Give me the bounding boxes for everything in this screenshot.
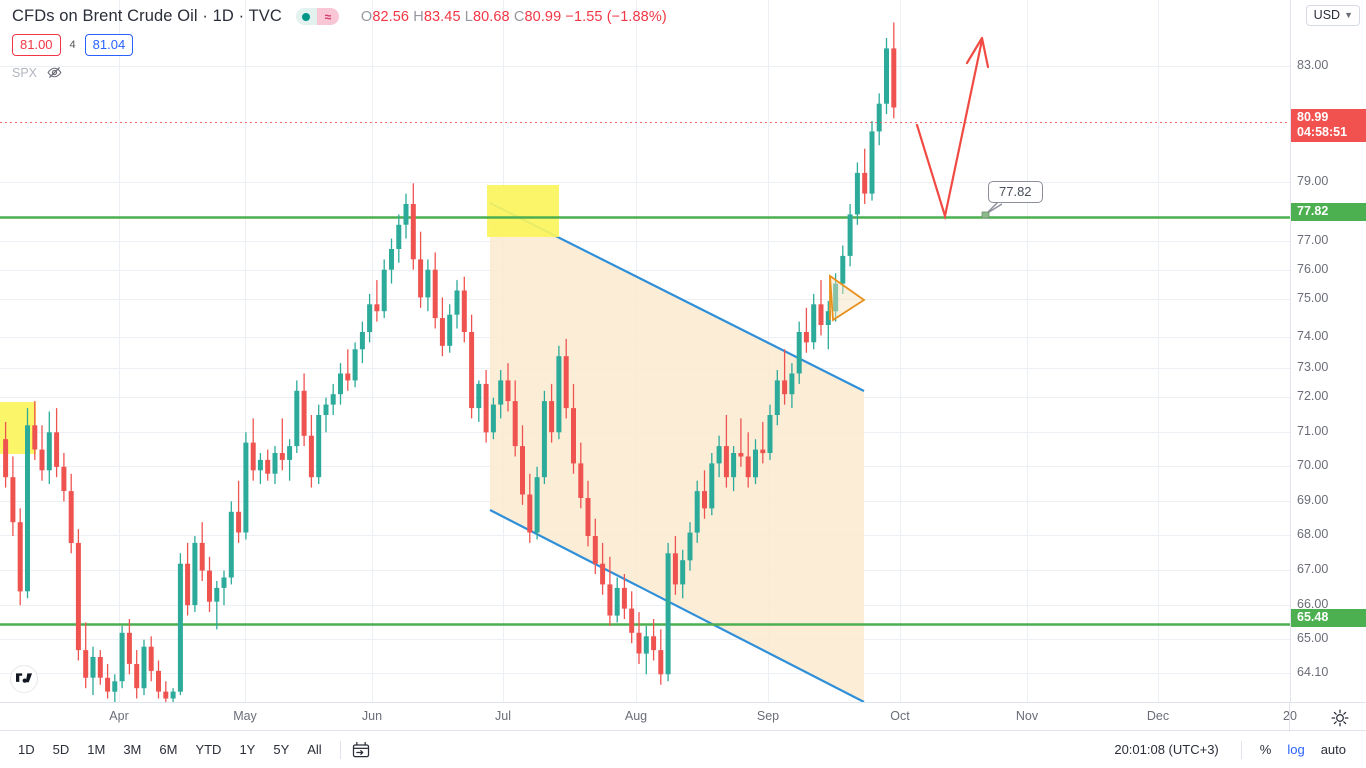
callout-anchor [981, 211, 990, 219]
range-button-all[interactable]: All [307, 742, 322, 757]
ohlc-high-value: 83.45 [423, 8, 461, 25]
range-button-6m[interactable]: 6M [159, 742, 178, 757]
chevron-down-icon: ▼ [1344, 10, 1353, 20]
legend-indicator-row: SPX [12, 64, 63, 81]
price-tick-74-00: 74.00 [1297, 329, 1329, 343]
range-button-5d[interactable]: 5D [52, 742, 70, 757]
currency-label: USD [1313, 8, 1341, 22]
time-tick-nov: Nov [1015, 709, 1039, 723]
bar-countdown: 04:58:51 [1297, 125, 1348, 139]
time-tick-oct: Oct [890, 709, 910, 723]
pennant-pattern[interactable] [828, 274, 866, 322]
ohlc-change: −1.55 (−1.88%) [565, 8, 667, 25]
market-status-dot-icon [295, 8, 317, 25]
log-scale-button[interactable]: log [1287, 742, 1305, 757]
price-tick-71-00: 71.00 [1297, 424, 1329, 438]
time-tick-jul: Jul [495, 709, 511, 723]
time-scale[interactable]: Apr May Jun Jul Aug Sep Oct Nov Dec 20 [0, 702, 1366, 732]
range-button-3m[interactable]: 3M [123, 742, 142, 757]
level-tag-65-48[interactable]: 65.48 [1291, 609, 1366, 627]
callout-label-7782[interactable]: 77.82 [988, 181, 1043, 203]
toolbar-right-group: 20:01:08 (UTC+3) % log auto [1114, 739, 1366, 760]
highlight-box-main [487, 185, 559, 237]
chart-legend: CFDs on Brent Crude Oil · 1D · TVC ≈ O82… [0, 0, 1290, 90]
chart-plot-area[interactable] [0, 0, 1290, 702]
clock-label: 20:01:08 (UTC+3) [1114, 742, 1219, 757]
auto-scale-button[interactable]: auto [1320, 742, 1346, 757]
price-tick-69-00: 69.00 [1297, 493, 1329, 507]
percent-scale-button[interactable]: % [1259, 742, 1272, 757]
price-tick-70-00: 70.00 [1297, 458, 1329, 472]
ohlc-values: O82.56 H83.45 L80.68 C80.99 −1.55 (−1.88… [361, 9, 667, 25]
level-tag-77-82[interactable]: 77.82 [1291, 203, 1366, 221]
price-tick-72-00: 72.00 [1297, 389, 1329, 403]
gear-icon[interactable] [1330, 708, 1350, 728]
ohlc-close-value: 80.99 [524, 8, 562, 25]
range-buttons-group: 1D 5D 1M 3M 6M YTD 1Y 5Y All [0, 738, 330, 761]
time-tick-sep: Sep [756, 709, 780, 723]
ask-price-tag[interactable]: 81.04 [84, 34, 134, 56]
projection-arrow[interactable] [915, 36, 990, 221]
range-button-ytd[interactable]: YTD [195, 742, 222, 757]
price-tick-76-00: 76.00 [1297, 262, 1329, 276]
price-tick-83-00: 83.00 [1297, 58, 1329, 72]
time-tick-jun: Jun [361, 709, 383, 723]
time-scale-divider [1289, 703, 1290, 732]
legend-price-tags-row: 81.00 4 81.04 [12, 34, 134, 56]
legend-primary-row: CFDs on Brent Crude Oil · 1D · TVC ≈ O82… [12, 7, 667, 26]
price-tick-67-00: 67.00 [1297, 562, 1329, 576]
price-tick-68-00: 68.00 [1297, 527, 1329, 541]
price-tick-75-00: 75.00 [1297, 291, 1329, 305]
ohlc-open-key: O [360, 8, 373, 25]
ohlc-close-key: C [513, 8, 525, 25]
last-price-value: 80.99 [1297, 110, 1329, 124]
range-button-1m[interactable]: 1M [87, 742, 106, 757]
toolbar-divider [339, 740, 341, 759]
price-tick-73-00: 73.00 [1297, 360, 1329, 374]
spread-value: 4 [69, 39, 76, 51]
price-tick-77-00: 77.00 [1297, 233, 1329, 247]
ohlc-open-value: 82.56 [372, 8, 410, 25]
time-tick-aug: Aug [624, 709, 648, 723]
tradingview-logo-icon[interactable] [10, 665, 38, 693]
time-tick-20: 20 [1283, 709, 1297, 723]
price-tick-64-10: 64.10 [1297, 665, 1329, 679]
price-tick-65-00: 65.00 [1297, 631, 1329, 645]
date-range-icon[interactable] [351, 740, 371, 760]
time-tick-apr: Apr [109, 709, 129, 723]
eye-off-icon[interactable] [46, 64, 63, 81]
time-tick-dec: Dec [1146, 709, 1170, 723]
price-tick-79-00: 79.00 [1297, 174, 1329, 188]
range-button-1y[interactable]: 1Y [239, 742, 256, 757]
last-price-tag[interactable]: 80.99 04:58:51 [1291, 109, 1366, 142]
approx-price-icon: ≈ [316, 8, 339, 25]
ohlc-high-key: H [413, 8, 424, 25]
bottom-toolbar: 1D 5D 1M 3M 6M YTD 1Y 5Y All 20:01:08 (UTC+3) % … [0, 731, 1366, 768]
ohlc-low-value: 80.68 [472, 8, 510, 25]
symbol-title[interactable]: CFDs on Brent Crude Oil · 1D · TVC [12, 7, 282, 25]
toolbar-divider-2 [1240, 740, 1242, 759]
indicator-name-spx[interactable]: SPX [12, 65, 38, 80]
ohlc-low-key: L [464, 8, 473, 25]
range-button-1d[interactable]: 1D [18, 742, 35, 757]
price-tick-66-00: 66.00 [1297, 597, 1329, 611]
currency-selector[interactable]: USD ▼ [1305, 5, 1360, 26]
range-button-5y[interactable]: 5Y [273, 742, 290, 757]
time-tick-may: May [233, 709, 257, 723]
bid-price-tag[interactable]: 81.00 [12, 34, 61, 56]
price-scale[interactable]: USD ▼ 83.00 79.00 77.00 76.00 75.00 74.00 73.0… [1290, 0, 1366, 702]
candlestick-series [3, 22, 897, 702]
symbol-badges: ≈ [295, 8, 339, 25]
